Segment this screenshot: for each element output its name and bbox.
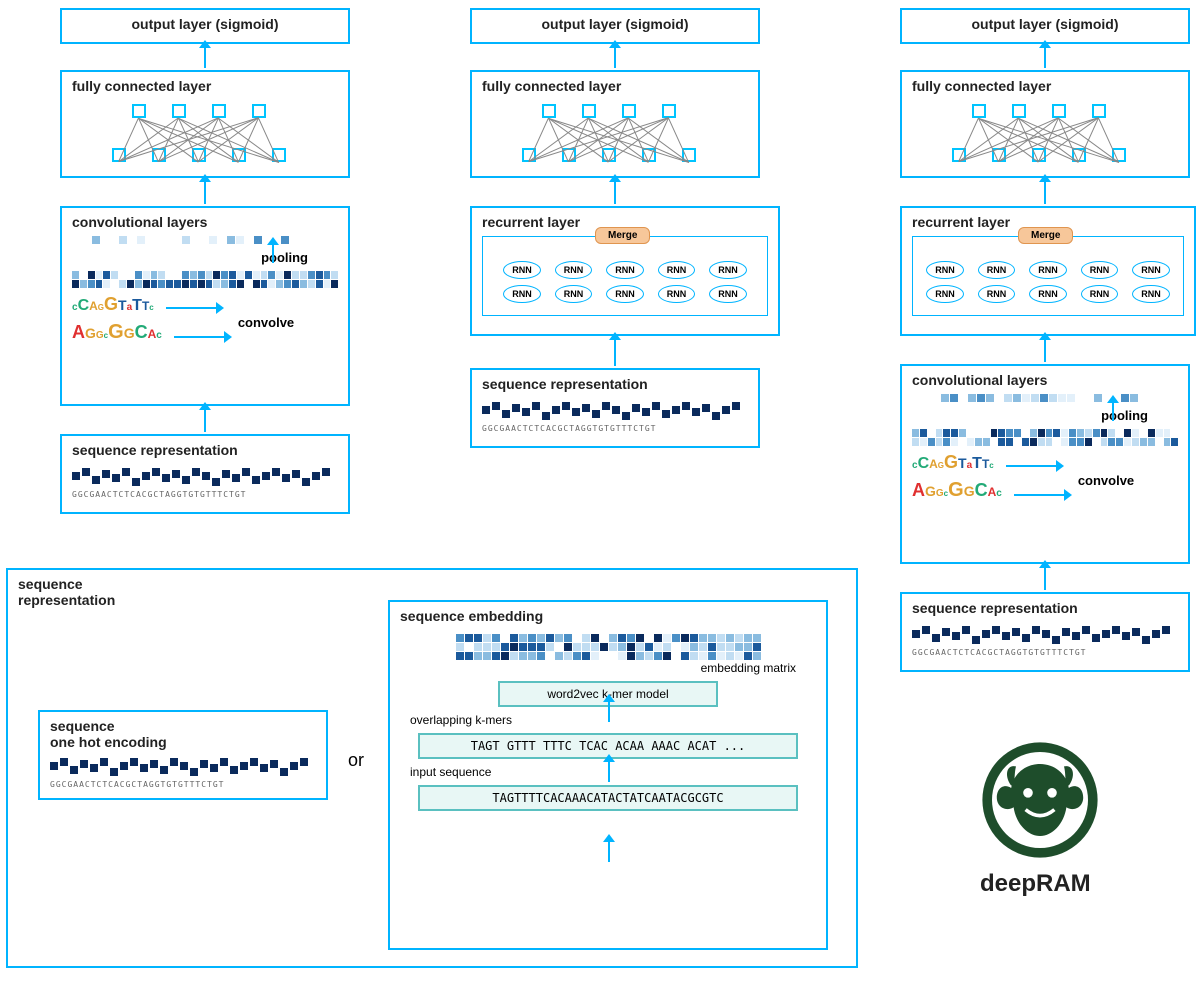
arrow-col2-fc-output	[614, 48, 616, 68]
seq-string: GGCGAACTCTCACGCTAGGTGTGTTTCTGT	[50, 780, 316, 789]
label-seqrep: sequence representation	[482, 376, 648, 392]
label-seq-embed: sequence embedding	[400, 608, 543, 624]
col2-fc-layer: fully connected layer	[470, 70, 760, 178]
arrow-col1-seq-conv	[204, 410, 206, 432]
fc-diagram	[482, 98, 748, 168]
col1-output-layer: output layer (sigmoid)	[60, 8, 350, 44]
col3-recurrent-layer: recurrent layer MergeRNNRNNRNNRNNRNNRNNR…	[900, 206, 1196, 336]
conv-content: poolingcCAGGTaTTcAGGcGGCAcconvolve	[72, 236, 338, 344]
col2-recurrent-layer: recurrent layer MergeRNNRNNRNNRNNRNNRNNR…	[470, 206, 780, 336]
col3-output-layer: output layer (sigmoid)	[900, 8, 1190, 44]
label-fc: fully connected layer	[72, 78, 211, 94]
fc-diagram	[72, 98, 338, 168]
seq-dots	[482, 402, 748, 420]
arrow-kmer-w2v	[608, 762, 610, 782]
seq-string: GGCGAACTCTCACGCTAGGTGTGTTTCTGT	[482, 424, 748, 433]
onehot-box: sequence one hot encoding GGCGAACTCTCACG…	[38, 710, 328, 800]
arrow-col2-seq-rnn	[614, 340, 616, 366]
label-conv: convolutional layers	[912, 372, 1047, 388]
seqrep-big-box: sequence representation sequence one hot…	[6, 568, 858, 968]
label-input-seq: input sequence	[410, 765, 816, 779]
conv-content: poolingcCAGGTaTTcAGGcGGCAcconvolve	[912, 394, 1178, 502]
col1-conv-layer: convolutional layers poolingcCAGGTaTTcAG…	[60, 206, 350, 406]
label-fc: fully connected layer	[912, 78, 1051, 94]
label-embed-matrix: embedding matrix	[400, 661, 816, 675]
brand-label: deepRAM	[980, 870, 1091, 898]
label-onehot: sequence one hot encoding	[50, 718, 316, 750]
seq-string: GGCGAACTCTCACGCTAGGTGTGTTTCTGT	[912, 648, 1178, 657]
arrow-col3-fc-output	[1044, 48, 1046, 68]
input-seq-box: TAGTTTTCACAAACATACTATCAATACGCGTC	[418, 785, 798, 811]
label-recurrent: recurrent layer	[482, 214, 580, 230]
embedding-box: sequence embedding embedding matrix word…	[388, 600, 828, 950]
csu-logo-icon	[980, 740, 1100, 860]
seq-dots	[50, 758, 316, 776]
col2-output-layer: output layer (sigmoid)	[470, 8, 760, 44]
label-recurrent: recurrent layer	[912, 214, 1010, 230]
arrow-col3-rnn-fc	[1044, 182, 1046, 204]
rnn-content: MergeRNNRNNRNNRNNRNNRNNRNNRNNRNNRNN	[482, 236, 768, 316]
arrow-col1-conv-fc	[204, 182, 206, 204]
seq-dots	[72, 468, 338, 486]
label-seqrep: sequence representation	[912, 600, 1078, 616]
col3-fc-layer: fully connected layer	[900, 70, 1190, 178]
col2-seqrep: sequence representation GGCGAACTCTCACGCT…	[470, 368, 760, 448]
col3-conv-layer: convolutional layers poolingcCAGGTaTTcAG…	[900, 364, 1190, 564]
label-output: output layer (sigmoid)	[972, 16, 1119, 32]
arrow-input-kmer	[608, 842, 610, 862]
arrow-col2-rnn-fc	[614, 182, 616, 204]
label-seqrep: sequence representation	[72, 442, 238, 458]
arrow-col3-conv-rnn	[1044, 340, 1046, 362]
col3-seqrep: sequence representation GGCGAACTCTCACGCT…	[900, 592, 1190, 672]
label-output: output layer (sigmoid)	[542, 16, 689, 32]
col1-seqrep: sequence representation GGCGAACTCTCACGCT…	[60, 434, 350, 514]
label-output: output layer (sigmoid)	[132, 16, 279, 32]
arrow-w2v-embed	[608, 702, 610, 722]
label-fc: fully connected layer	[482, 78, 621, 94]
rnn-content: MergeRNNRNNRNNRNNRNNRNNRNNRNNRNNRNN	[912, 236, 1184, 316]
embedding-heatmap	[456, 634, 761, 660]
arrow-col1-fc-output	[204, 48, 206, 68]
label-conv: convolutional layers	[72, 214, 207, 230]
arrow-col3-seq-conv	[1044, 568, 1046, 590]
col1-fc-layer: fully connected layer	[60, 70, 350, 178]
label-or: or	[348, 750, 364, 771]
seq-string: GGCGAACTCTCACGCTAGGTGTGTTTCTGT	[72, 490, 338, 499]
label-overlap-kmers: overlapping k-mers	[410, 713, 816, 727]
fc-diagram	[912, 98, 1178, 168]
seq-dots	[912, 626, 1178, 644]
